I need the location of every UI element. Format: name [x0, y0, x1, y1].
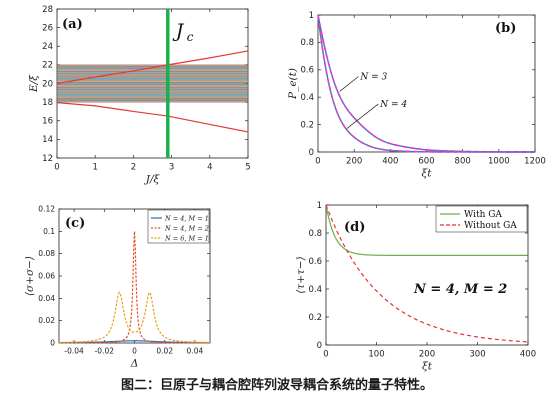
y-tick-label: 0 [317, 341, 322, 351]
bound-state-line [56, 101, 249, 133]
x-tick-label: 400 [382, 157, 398, 167]
panel-label: (a) [62, 17, 83, 32]
annotation-arrow [339, 76, 359, 92]
x-tick-label: 4 [207, 163, 212, 173]
x-tick-label: -0.02 [95, 347, 115, 356]
x-tick-label: 0 [132, 347, 137, 356]
x-tick-label: -0.04 [64, 347, 84, 356]
y-tick-label: 0.1 [43, 227, 55, 236]
y-tick-label: 28 [42, 5, 53, 15]
x-tick-label: 0 [323, 350, 328, 360]
y-tick-label: 0.4 [300, 93, 314, 103]
x-tick-label: 200 [346, 157, 362, 167]
y-tick-label: 0.12 [38, 205, 55, 214]
y-tick-label: 0.2 [308, 313, 322, 323]
x-axis-label: ξt [421, 168, 432, 180]
x-tick-label: 100 [368, 350, 384, 360]
x-tick-label: 2 [131, 163, 136, 173]
panel-label: (b) [495, 21, 516, 36]
x-tick-label: 800 [455, 157, 471, 167]
y-tick-label: 0.08 [38, 249, 55, 258]
x-axis-label: J/ξ [144, 174, 161, 186]
y-tick-label: 1 [317, 201, 322, 211]
y-tick-label: 18 [42, 98, 53, 108]
x-tick-label: 0 [315, 157, 320, 167]
y-tick-label: 0 [309, 148, 314, 158]
y-axis-label: E/ξ [28, 74, 40, 93]
panel-label: (c) [65, 216, 85, 231]
decay-curve-dashed [317, 14, 535, 153]
x-tick-label: 1 [92, 163, 97, 173]
y-tick-label: 20 [42, 79, 53, 89]
x-tick-label: 0.02 [156, 347, 173, 356]
x-tick-label: 1000 [488, 157, 510, 167]
parameter-annotation: N = 4, M = 2 [413, 282, 507, 297]
y-tick-label: 12 [42, 154, 53, 164]
legend-label: N = 6, M = 1 [164, 235, 209, 243]
y-axis-label: P_e(t) [287, 68, 299, 100]
panel-label: (d) [344, 220, 365, 235]
curve-annotation: N = 3 [359, 73, 387, 83]
legend-label: N = 4, M = 1 [164, 215, 209, 223]
x-axis-label: Δ [130, 358, 139, 370]
bound-state-line [56, 50, 249, 85]
y-tick-label: 0.04 [38, 294, 55, 303]
annotation-arrow [346, 103, 379, 129]
spectrum-curve [58, 291, 211, 344]
legend-label: N = 4, M = 2 [164, 225, 209, 233]
x-tick-label: 0 [54, 163, 59, 173]
y-tick-label: 16 [42, 117, 53, 127]
x-tick-label: 5 [245, 163, 250, 173]
y-tick-label: 1 [309, 11, 314, 21]
legend-label: Without GA [464, 221, 517, 231]
y-axis-label: ⟨σ+σ−⟩ [24, 256, 36, 296]
legend-box [435, 205, 528, 233]
x-tick-label: 0.04 [187, 347, 204, 356]
critical-coupling-label: J [172, 20, 185, 42]
spectrum-curve [58, 231, 211, 344]
y-tick-label: 26 [42, 23, 53, 33]
y-tick-label: 0.2 [300, 120, 314, 130]
y-tick-label: 0.8 [308, 229, 322, 239]
panel-c: -0.04 -0.02 0 0.02 0.04 0 0.02 0.04 0.06 0.08 0.1 0… [24, 205, 211, 370]
y-tick-label: 0.6 [308, 257, 322, 267]
x-tick-label: 400 [520, 350, 536, 360]
x-tick-label: 300 [469, 350, 485, 360]
without-ga-curve [325, 204, 528, 343]
y-tick-label: 0.8 [300, 38, 314, 48]
legend-label: With GA [464, 210, 502, 220]
y-tick-label: 22 [42, 61, 53, 71]
x-tick-label: 3 [169, 163, 174, 173]
panel-b: 0 200 400 600 800 1000 1200 0 0.2 0.4 0.6 0.8 1 ξt P_e… [287, 11, 546, 180]
y-tick-label: 0.6 [300, 66, 314, 76]
y-tick-label: 14 [42, 135, 53, 145]
y-axis-label: ⟨τ+τ−⟩ [295, 256, 307, 293]
y-tick-label: 24 [42, 42, 53, 52]
x-tick-label: 600 [418, 157, 434, 167]
figure-caption: 图二：巨原子与耦合腔阵列波导耦合系统的量子特性。 [120, 378, 433, 393]
with-ga-curve [325, 204, 528, 256]
y-tick-label: 0.4 [308, 285, 322, 295]
critical-coupling-subscript: c [187, 30, 194, 44]
x-axis-label: ξt [422, 361, 433, 373]
curve-annotation: N = 4 [379, 100, 407, 110]
x-tick-label: 1200 [524, 157, 546, 167]
panel-d: 0 100 200 300 400 0 0.2 0.4 0.6 0.8 1 ξt ⟨τ+τ−⟩ (d) Wi… [295, 201, 536, 373]
y-tick-label: 0 [50, 339, 55, 348]
y-tick-label: 0.02 [38, 316, 55, 325]
y-tick-label: 0.06 [38, 272, 55, 281]
x-tick-label: 200 [419, 350, 435, 360]
